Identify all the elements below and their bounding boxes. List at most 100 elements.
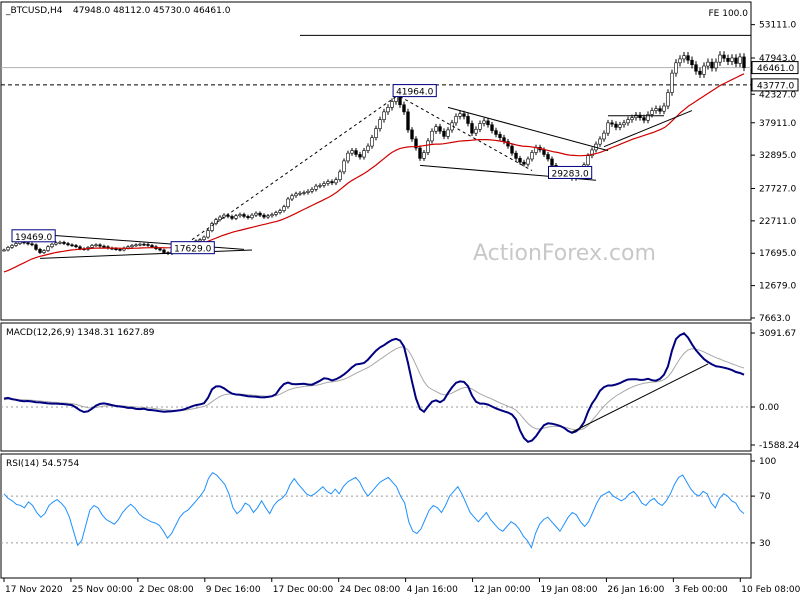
price-tag-box	[751, 78, 799, 92]
candle-body	[366, 145, 370, 151]
candle-body	[418, 147, 422, 159]
price-axis-label: 53111.0	[759, 21, 796, 31]
macd-trend-line	[571, 363, 709, 433]
candle-body	[726, 57, 730, 62]
time-axis-label: 2 Dec 08:00	[139, 585, 194, 595]
candle-body	[298, 192, 302, 195]
rsi-line	[3, 472, 745, 549]
candle-body	[478, 123, 482, 130]
candle-body	[102, 245, 106, 248]
price-axis-label: 32895.0	[759, 151, 796, 161]
candle-body	[482, 120, 486, 124]
candle-body	[302, 192, 306, 194]
candle-body	[242, 214, 246, 217]
candle-body	[622, 122, 626, 126]
time-axis-label: 17 Nov 2020	[5, 585, 63, 595]
candle-body	[702, 65, 706, 75]
time-axis-label: 9 Dec 16:00	[206, 585, 261, 595]
candle-body	[34, 244, 38, 250]
candle-body	[490, 124, 494, 131]
macd-title: MACD(12,26,9) 1348.31 1627.89	[6, 328, 155, 338]
candle-body	[442, 130, 446, 137]
time-axis-label: 17 Dec 00:00	[273, 585, 334, 595]
candle-body	[698, 70, 702, 75]
candle-body	[262, 214, 266, 218]
candle-body	[390, 101, 394, 108]
candle-body	[382, 111, 386, 120]
rsi-axis-label: 70	[759, 492, 771, 502]
candle-body	[678, 58, 682, 64]
time-axis-label: 26 Jan 16:00	[607, 585, 664, 595]
candle-body	[42, 250, 46, 253]
candle-body	[586, 155, 590, 166]
candle-body	[674, 62, 678, 74]
rising-support-line	[603, 110, 693, 148]
price-axis-label: 37911.0	[759, 119, 796, 129]
candle-body	[714, 61, 718, 69]
wedge-upper-line	[447, 106, 609, 152]
candle-body	[654, 108, 658, 111]
price-axis-label: 47943.0	[759, 54, 796, 64]
candle-body	[742, 56, 746, 68]
candle-body	[50, 243, 54, 248]
macd-axis-label: 3091.67	[759, 329, 796, 339]
candle-body	[410, 129, 414, 140]
candle-body	[438, 126, 442, 132]
rsi-axis-label: 30	[759, 539, 771, 549]
candle-body	[550, 158, 554, 166]
time-axis: 17 Nov 2020 25 Nov 00:00 2 Dec 08:00 9 Dec …	[3, 578, 800, 595]
macd-axis-label: 0.00	[759, 403, 779, 413]
candle-body	[722, 54, 726, 59]
candle-body	[310, 189, 314, 192]
candle-body	[402, 104, 406, 113]
rsi-plot: 100 70 30	[1, 457, 776, 549]
candle-body	[378, 119, 382, 129]
price-axis-label: 17695.0	[759, 249, 796, 259]
annotation-label: 17629.0	[174, 245, 211, 255]
candle-body	[150, 245, 154, 248]
candle-body	[342, 160, 346, 173]
candle-body	[426, 140, 430, 153]
candle-body	[14, 243, 18, 246]
annotation-box	[392, 84, 437, 98]
macd-signal-line	[3, 346, 745, 431]
candle-body	[334, 179, 338, 184]
annotation-box	[548, 165, 593, 179]
candle-body	[206, 230, 210, 238]
rsi-axis-label: 100	[759, 457, 776, 467]
candle-body	[358, 154, 362, 158]
candle-body	[98, 244, 102, 247]
candle-body	[422, 152, 426, 159]
candle-body	[270, 214, 274, 217]
fe-label: FE 100.0	[709, 9, 749, 19]
candle-body	[614, 123, 618, 128]
candle-body	[322, 183, 326, 186]
annotation-label: 29283.0	[551, 169, 588, 179]
candle-body	[130, 245, 134, 248]
rsi-panel-frame	[0, 453, 752, 579]
candle-body	[318, 185, 322, 187]
candle-body	[650, 110, 654, 115]
time-axis-label: 10 Feb 08:00	[741, 585, 800, 595]
candle-body	[606, 122, 610, 134]
candle-body	[530, 152, 534, 160]
candle-body	[234, 215, 238, 219]
candle-body	[138, 243, 142, 246]
macd-axis-label: -1588.24	[759, 441, 800, 451]
candle-body	[398, 96, 402, 106]
time-axis-label: 24 Dec 08:00	[340, 585, 401, 595]
candle-body	[238, 214, 242, 217]
candle-body	[282, 206, 286, 211]
candle-body	[146, 244, 150, 246]
candle-body	[338, 171, 342, 180]
triangle-lower-line	[39, 249, 253, 259]
macd-panel-frame	[0, 322, 752, 452]
candle-body	[326, 181, 330, 184]
candle-body	[274, 212, 278, 215]
watermark: ActionForex.com	[473, 241, 656, 266]
candle-body	[662, 105, 666, 112]
candle-body	[526, 158, 530, 165]
annotation-box	[11, 229, 56, 243]
candle-body	[638, 114, 642, 118]
time-axis-label: 25 Nov 00:00	[72, 585, 133, 595]
